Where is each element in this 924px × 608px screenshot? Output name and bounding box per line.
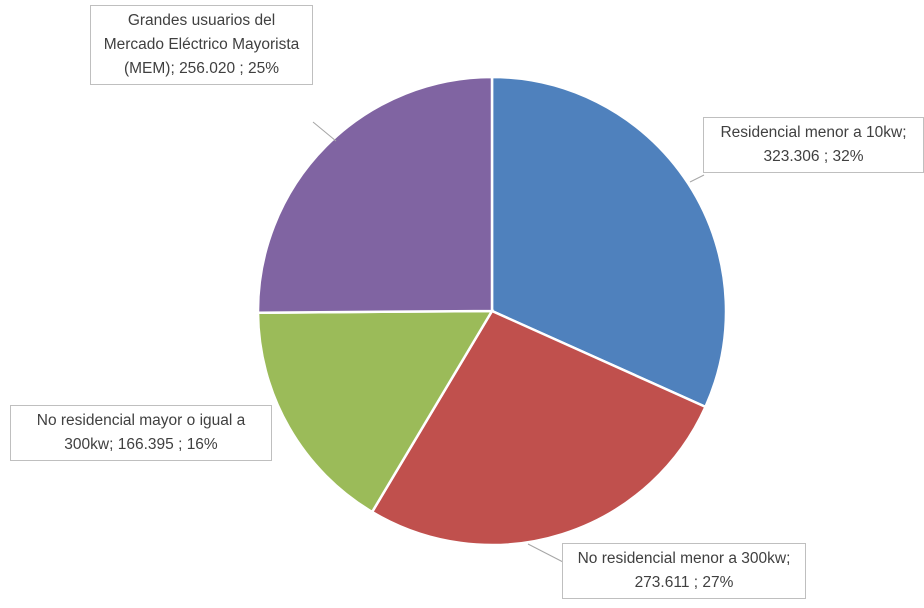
leader-line xyxy=(312,121,337,142)
label-separator: ; xyxy=(786,550,791,567)
label-separator: ; xyxy=(823,148,829,165)
pie-slice xyxy=(256,75,494,314)
label-value: 256.020 xyxy=(179,60,236,77)
label-percent: 27% xyxy=(702,574,734,591)
label-separator: ; xyxy=(902,124,907,141)
label-value: 323.306 xyxy=(763,148,820,165)
data-label: No residencial menor a 300kw; 273.611 ; … xyxy=(562,543,806,599)
label-percent: 25% xyxy=(248,60,280,77)
label-category: Residencial menor a 10kw xyxy=(720,124,903,141)
label-value: 273.611 xyxy=(634,574,690,591)
label-category: Grandes usuarios del Mercado Eléctrico M… xyxy=(103,12,300,77)
label-separator: ; xyxy=(178,436,183,453)
pie-slice xyxy=(490,75,728,409)
label-separator: ; xyxy=(109,436,114,453)
label-percent: 16% xyxy=(186,436,218,453)
label-percent: 32% xyxy=(832,148,864,165)
label-category: No residencial menor a 300kw xyxy=(577,550,787,567)
label-category: No residencial mayor o igual a 300kw xyxy=(36,412,246,453)
data-label: Grandes usuarios del Mercado Eléctrico M… xyxy=(90,5,313,85)
pie-slice xyxy=(370,309,708,547)
label-value: 166.395 xyxy=(117,436,174,453)
pie-slice xyxy=(256,309,495,514)
leader-line xyxy=(527,543,564,563)
label-separator: ; xyxy=(170,60,175,77)
label-separator: ; xyxy=(239,60,244,77)
label-separator: ; xyxy=(693,574,699,591)
data-label: Residencial menor a 10kw; 323.306 ; 32% xyxy=(703,117,924,173)
leader-line xyxy=(689,174,705,183)
data-label: No residencial mayor o igual a 300kw; 16… xyxy=(10,405,272,461)
